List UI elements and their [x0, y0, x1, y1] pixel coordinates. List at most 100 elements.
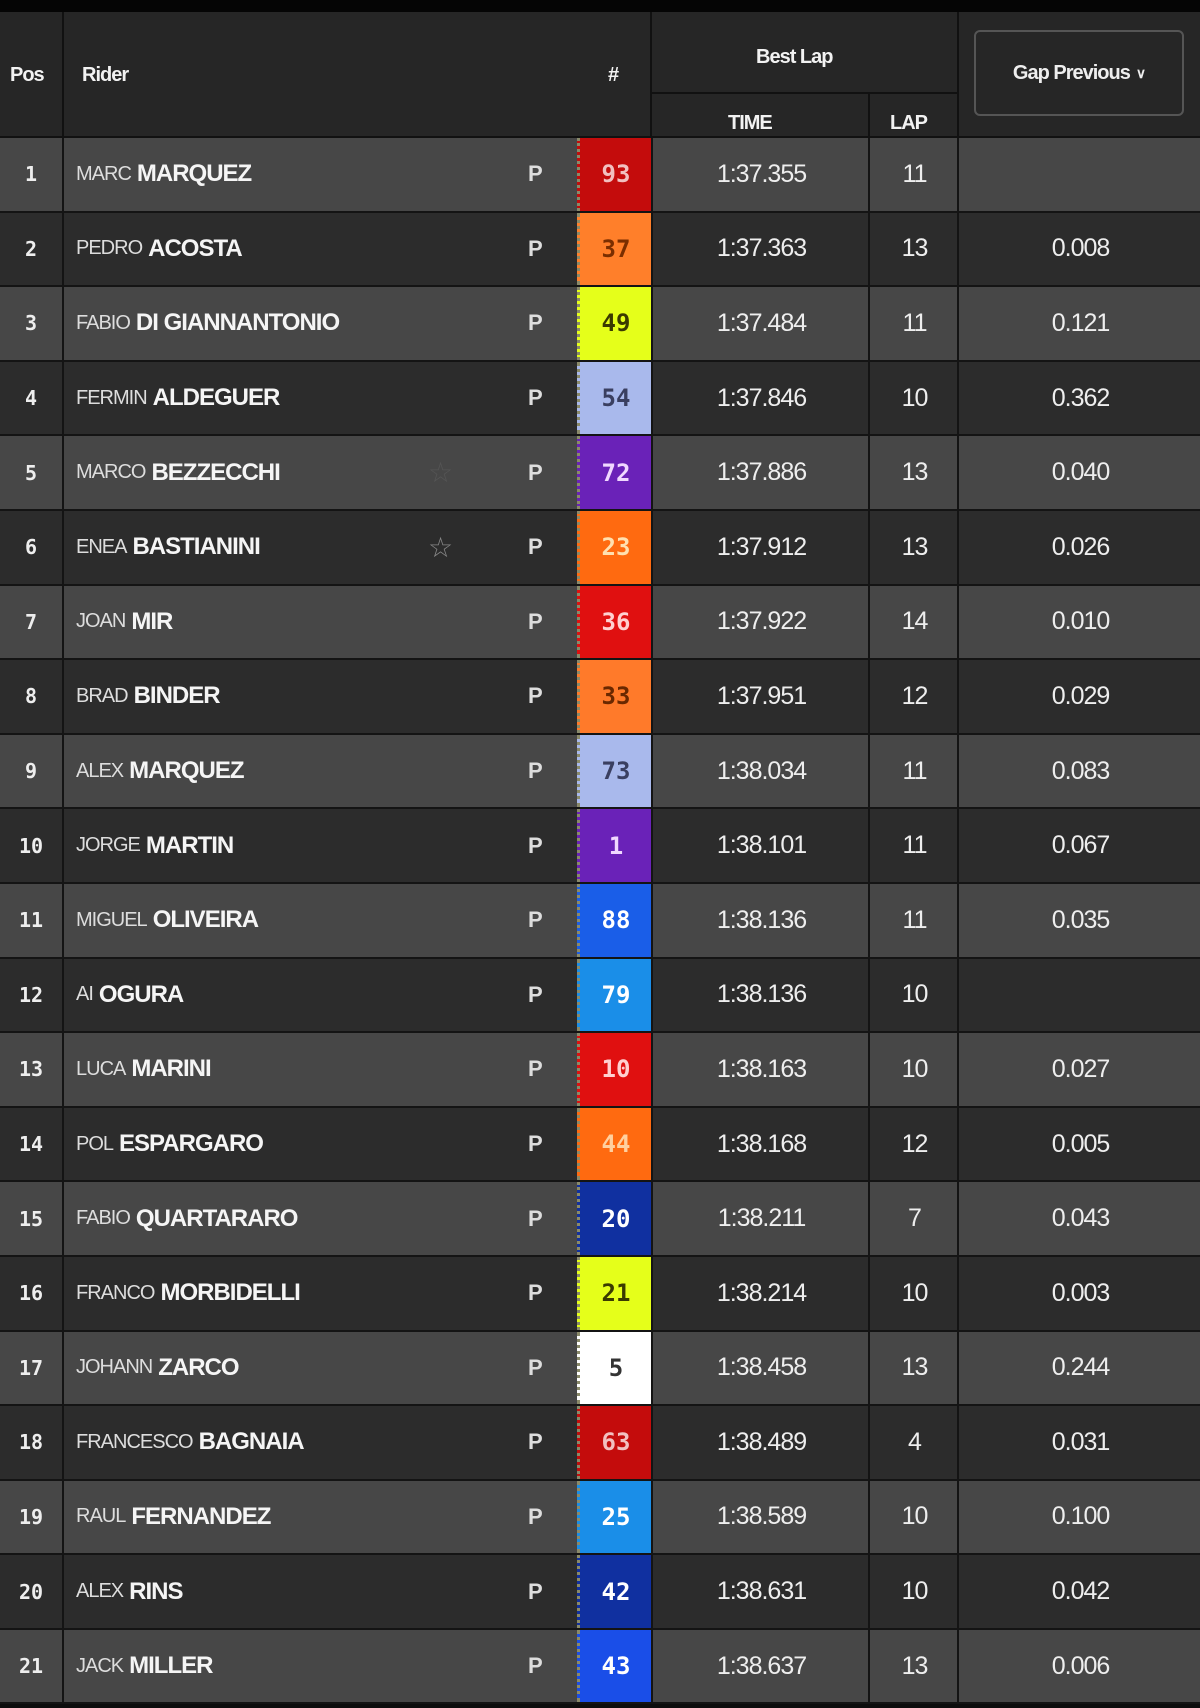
tyre-p-icon: P — [528, 459, 543, 485]
tyre-p-icon: P — [528, 1503, 543, 1529]
best-lap-number: 11 — [868, 809, 959, 882]
tyre-p-icon: P — [528, 385, 543, 411]
star-icon[interactable]: ☆ — [428, 457, 454, 489]
rider-last-name: MARQUEZ — [136, 160, 252, 188]
rider-name[interactable]: MARCO BEZZECCHI — [76, 436, 281, 509]
gap-previous: 0.100 — [957, 1480, 1200, 1554]
table-row[interactable]: 18 FRANCESCO BAGNAIA P 63 1:38.489 4 0.03… — [0, 1406, 1200, 1481]
table-row[interactable]: 2 PEDRO ACOSTA P 37 1:37.363 13 0.008 — [0, 212, 1200, 288]
rider-last-name: ACOSTA — [148, 234, 243, 262]
best-lap-time: 1:38.631 — [651, 1555, 870, 1628]
tyre-p-icon: P — [528, 981, 543, 1007]
header-time: TIME — [728, 112, 773, 134]
rider-name[interactable]: AI OGURA — [76, 959, 184, 1032]
gap-previous: 0.035 — [957, 883, 1200, 957]
best-lap-number: 7 — [868, 1182, 959, 1255]
rider-first-name: MARC — [76, 162, 132, 185]
table-row[interactable]: 5 MARCO BEZZECCHI ☆ P 72 1:37.886 13 0.04… — [0, 436, 1200, 511]
chevron-down-icon: ∨ — [1135, 64, 1146, 81]
rider-first-name: FERMIN — [76, 386, 148, 409]
table-row[interactable]: 6 ENEA BASTIANINI ☆ P 23 1:37.912 13 0.02… — [0, 510, 1200, 586]
position: 13 — [0, 1033, 64, 1106]
table-row[interactable]: 10 JORGE MARTIN P 1 1:38.101 11 0.067 — [0, 809, 1200, 884]
position: 2 — [0, 212, 64, 286]
rider-name[interactable]: FABIO QUARTARARO — [76, 1182, 298, 1255]
rider-name[interactable]: LUCA MARINI — [76, 1033, 212, 1106]
rider-last-name: MARINI — [131, 1055, 211, 1083]
rider-name[interactable]: JACK MILLER — [76, 1630, 213, 1703]
rider-name[interactable]: FRANCESCO BAGNAIA — [76, 1406, 305, 1479]
tyre-p-icon: P — [528, 310, 543, 336]
table-row[interactable]: 16 FRANCO MORBIDELLI P 21 1:38.214 10 0.0… — [0, 1256, 1200, 1332]
best-lap-time: 1:37.912 — [651, 510, 870, 584]
gap-previous: 0.083 — [957, 734, 1200, 808]
rider-name[interactable]: RAUL FERNANDEZ — [76, 1481, 271, 1554]
table-row[interactable]: 14 POL ESPARGARO P 44 1:38.168 12 0.005 — [0, 1107, 1200, 1183]
rider-first-name: POL — [76, 1132, 114, 1155]
rider-first-name: LUCA — [76, 1057, 126, 1080]
rider-name[interactable]: FABIO DI GIANNANTONIO — [76, 287, 340, 360]
position: 4 — [0, 361, 64, 435]
rider-name[interactable]: MARC MARQUEZ — [76, 138, 252, 211]
rider-first-name: AI — [76, 983, 94, 1006]
table-row[interactable]: 9 ALEX MARQUEZ P 73 1:38.034 11 0.083 — [0, 734, 1200, 810]
rider-first-name: RAUL — [76, 1505, 126, 1528]
rider-name[interactable]: JOAN MIR — [76, 586, 173, 659]
table-row[interactable]: 13 LUCA MARINI P 10 1:38.163 10 0.027 — [0, 1033, 1200, 1108]
best-lap-number: 13 — [868, 510, 959, 584]
rider-name[interactable]: MIGUEL OLIVEIRA — [76, 884, 259, 957]
table-row[interactable]: 20 ALEX RINS P 42 1:38.631 10 0.042 — [0, 1555, 1200, 1630]
best-lap-number: 13 — [868, 212, 959, 286]
rider-first-name: MIGUEL — [76, 908, 148, 931]
rider-last-name: MILLER — [129, 1652, 213, 1680]
rider-number: 79 — [577, 958, 652, 1032]
gap-previous-dropdown[interactable]: Gap Previous ∨ — [974, 30, 1184, 116]
best-lap-time: 1:38.637 — [651, 1629, 870, 1703]
best-lap-number: 13 — [868, 436, 959, 509]
gap-previous: 0.008 — [957, 212, 1200, 286]
gap-previous: 0.006 — [957, 1629, 1200, 1703]
star-icon[interactable]: ☆ — [428, 531, 454, 563]
gap-previous: 0.042 — [957, 1555, 1200, 1628]
header-rider: Rider — [82, 64, 129, 86]
rider-name[interactable]: POL ESPARGARO — [76, 1108, 264, 1181]
rider-name[interactable]: FRANCO MORBIDELLI — [76, 1257, 301, 1330]
rider-name[interactable]: JOHANN ZARCO — [76, 1332, 240, 1405]
rider-name[interactable]: ALEX MARQUEZ — [76, 735, 244, 808]
best-lap-number: 14 — [868, 585, 959, 659]
rider-name[interactable]: JORGE MARTIN — [76, 809, 234, 882]
rider-first-name: JORGE — [76, 834, 141, 857]
position: 21 — [0, 1629, 64, 1703]
table-row[interactable]: 4 FERMIN ALDEGUER P 54 1:37.846 10 0.362 — [0, 361, 1200, 437]
rider-name[interactable]: ENEA BASTIANINI — [76, 511, 261, 584]
table-row[interactable]: 21 JACK MILLER P 43 1:38.637 13 0.006 — [0, 1629, 1200, 1705]
rider-number: 72 — [577, 436, 652, 509]
best-lap-time: 1:37.846 — [651, 361, 870, 435]
rider-first-name: ENEA — [76, 535, 127, 558]
gap-previous: 0.027 — [957, 1033, 1200, 1106]
table-row[interactable]: 3 FABIO DI GIANNANTONIO P 49 1:37.484 11 … — [0, 287, 1200, 362]
rider-first-name: FRANCO — [76, 1281, 155, 1304]
gap-previous: 0.010 — [957, 585, 1200, 659]
tyre-p-icon: P — [528, 907, 543, 933]
tyre-p-icon: P — [528, 608, 543, 634]
table-row[interactable]: 17 JOHANN ZARCO P 5 1:38.458 13 0.244 — [0, 1331, 1200, 1407]
best-lap-number: 13 — [868, 1629, 959, 1703]
rider-last-name: BINDER — [133, 682, 221, 710]
table-row[interactable]: 12 AI OGURA P 79 1:38.136 10 — [0, 958, 1200, 1034]
table-row[interactable]: 19 RAUL FERNANDEZ P 25 1:38.589 10 0.100 — [0, 1480, 1200, 1556]
table-row[interactable]: 11 MIGUEL OLIVEIRA P 88 1:38.136 11 0.035 — [0, 883, 1200, 959]
rider-name[interactable]: BRAD BINDER — [76, 660, 221, 733]
rider-last-name: ZARCO — [158, 1353, 239, 1381]
table-row[interactable]: 7 JOAN MIR P 36 1:37.922 14 0.010 — [0, 585, 1200, 661]
rider-name[interactable]: ALEX RINS — [76, 1555, 184, 1628]
rider-last-name: MORBIDELLI — [160, 1279, 300, 1307]
rider-last-name: MARQUEZ — [129, 757, 244, 785]
position: 6 — [0, 510, 64, 584]
table-row[interactable]: 8 BRAD BINDER P 33 1:37.951 12 0.029 — [0, 660, 1200, 735]
rider-last-name: ALDEGUER — [152, 384, 281, 412]
rider-name[interactable]: FERMIN ALDEGUER — [76, 362, 281, 435]
table-row[interactable]: 1 MARC MARQUEZ P 93 1:37.355 11 — [0, 138, 1200, 213]
rider-name[interactable]: PEDRO ACOSTA — [76, 213, 243, 286]
table-row[interactable]: 15 FABIO QUARTARARO P 20 1:38.211 7 0.043 — [0, 1182, 1200, 1257]
